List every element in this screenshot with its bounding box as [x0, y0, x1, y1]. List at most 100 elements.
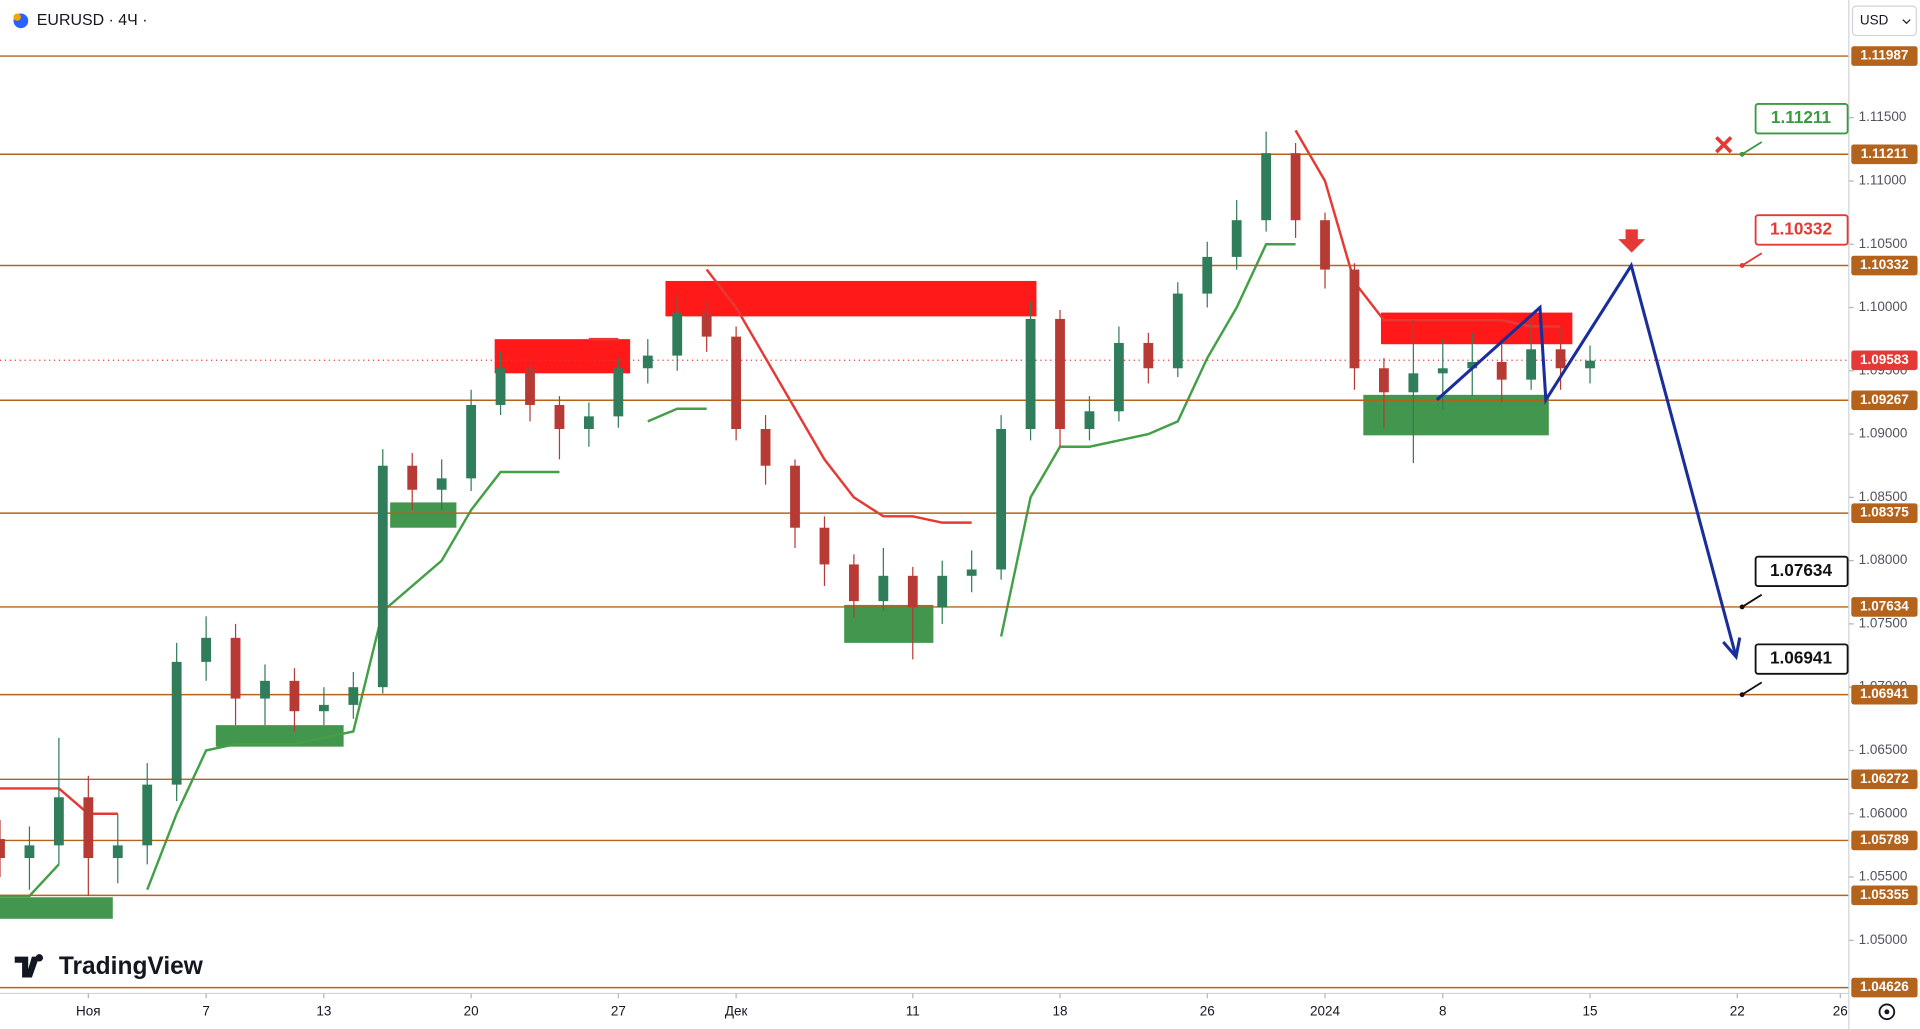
level-label: 1.07634 [1860, 599, 1909, 614]
level-tag [1851, 503, 1918, 523]
callout-label: 1.10332 [1770, 218, 1832, 238]
settings-button[interactable] [1878, 1003, 1896, 1021]
level-tag [1851, 977, 1918, 998]
x-tick-label: Ноя [76, 1003, 101, 1018]
candle-body [1320, 220, 1330, 270]
level-tag [1851, 769, 1918, 790]
sell-arrow [1618, 229, 1646, 253]
y-tick-label: 1.11000 [1859, 173, 1907, 188]
candle-body [819, 527, 830, 565]
zone [665, 280, 1037, 317]
candle-body [1025, 318, 1036, 430]
candle-body [1408, 373, 1419, 393]
candle-body [171, 661, 182, 785]
level-tag [1851, 144, 1918, 165]
candle-body [495, 368, 506, 405]
candle-body [0, 839, 5, 859]
candle-body [1143, 342, 1154, 369]
x-tick-label: 20 [464, 1003, 479, 1018]
candle-body [142, 784, 153, 846]
callout-connector [1741, 141, 1763, 156]
candle-body [1202, 256, 1213, 294]
candle-body [289, 680, 300, 712]
y-tick-label: 1.05000 [1859, 932, 1908, 947]
level-label: 1.06941 [1860, 686, 1909, 701]
y-tick-label: 1.06000 [1859, 805, 1908, 820]
symbol-title: EURUSD · 4Ч · [37, 12, 148, 29]
candle-body [112, 845, 123, 859]
currency-caret [1902, 19, 1911, 25]
y-tick-label: 1.08000 [1859, 552, 1908, 567]
plot-area [0, 55, 1849, 989]
candle-body [613, 368, 624, 417]
callout-label: 1.11211 [1771, 107, 1832, 127]
zone [0, 897, 113, 919]
forecast-line [1435, 261, 1738, 658]
level-label: 1.06272 [1860, 771, 1909, 786]
currency-select[interactable]: USD [1851, 5, 1917, 37]
candle-body [83, 797, 94, 859]
x-tick-label: 26 [1200, 1003, 1215, 1018]
candle-body [554, 404, 565, 430]
level-label: 1.08375 [1860, 505, 1909, 520]
y-tick-label: 1.07500 [1859, 615, 1908, 630]
x-tick-label: 7 [202, 1003, 210, 1018]
x-tick-label: 18 [1053, 1003, 1068, 1018]
candle-body [878, 575, 889, 602]
candle-body [377, 465, 388, 688]
candle-body [1055, 318, 1065, 430]
candle-body [583, 416, 594, 430]
candle-body [848, 564, 859, 602]
x-tick-label: 22 [1730, 1003, 1745, 1018]
candle-body [348, 687, 359, 705]
brand-logo[interactable]: TradingView [14, 953, 204, 980]
candle-body [672, 312, 683, 356]
level-tag [1851, 46, 1918, 66]
x-tick-label: 2024 [1310, 1003, 1341, 1018]
level-label: 1.10332 [1860, 257, 1909, 272]
level-label: 1.04626 [1860, 979, 1909, 994]
symbol-header[interactable]: EURUSD · 4Ч · [13, 12, 148, 29]
y-tick-label: 1.10000 [1859, 299, 1908, 314]
callout-box [1754, 555, 1849, 588]
level-tag [1851, 597, 1918, 617]
zone [1363, 394, 1549, 436]
level-tag [1851, 390, 1918, 411]
y-tick-label: 1.08500 [1859, 489, 1908, 504]
candle-body [1379, 368, 1389, 393]
callout-box [1754, 103, 1849, 135]
candle-body [53, 797, 64, 846]
candle-body [1172, 293, 1183, 369]
y-tick-label: 1.06500 [1859, 742, 1908, 757]
x-tick-label: 13 [316, 1003, 331, 1018]
callout-label: 1.06941 [1770, 648, 1832, 668]
cancel-mark [1715, 136, 1733, 154]
level-label: 1.11987 [1860, 48, 1908, 63]
callout-box [1754, 214, 1849, 246]
candle-body [1290, 153, 1301, 221]
candle-body [230, 637, 241, 699]
candle-body [24, 845, 35, 859]
x-tick-label: 27 [611, 1003, 626, 1018]
level-label: 1.05789 [1860, 832, 1909, 847]
x-tick-label: 15 [1583, 1003, 1598, 1018]
candle-body [436, 478, 447, 490]
level-tag [1851, 255, 1918, 276]
candle-body [1467, 361, 1478, 369]
y-tick-label: 1.05500 [1859, 869, 1908, 884]
drawings: 1.11211 1.10332 1.07634 1.06941 [1435, 103, 1849, 698]
y-tick-label: 1.10500 [1859, 236, 1908, 251]
candle-body [1555, 349, 1566, 369]
callout-connector [1741, 593, 1763, 608]
candle-body [937, 575, 948, 608]
zone [844, 604, 934, 643]
candle-body [201, 637, 212, 662]
candle-body [1231, 220, 1242, 257]
zone [390, 502, 457, 528]
candle-body [996, 429, 1007, 570]
candle-body [318, 704, 329, 712]
candle-body [731, 336, 742, 430]
